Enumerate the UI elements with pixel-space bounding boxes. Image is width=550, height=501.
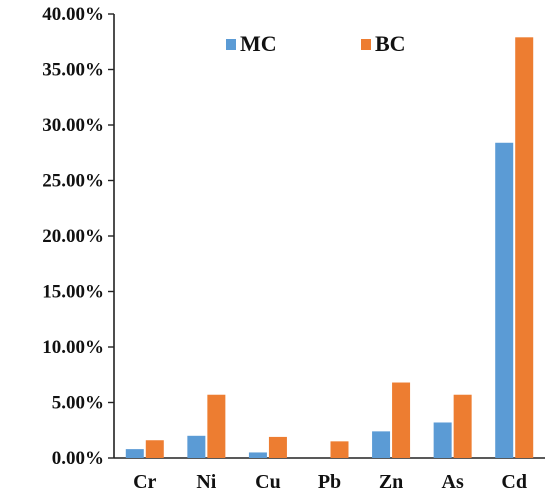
bar-mc-as (433, 422, 452, 458)
legend-swatch-mc (226, 39, 236, 50)
axes (113, 14, 545, 459)
x-tick-label: Cr (133, 471, 156, 493)
bar-bc-as (453, 394, 472, 458)
y-tick-label: 35.00% (42, 60, 104, 81)
legend-swatch-bc (361, 39, 371, 50)
bar-mc-zn (372, 431, 391, 458)
bar-bc-pb (330, 441, 349, 458)
y-tick-label: 5.00% (52, 393, 104, 414)
y-tick-label: 0.00% (52, 448, 104, 469)
y-tick-label: 10.00% (42, 337, 104, 358)
x-tick-label: As (442, 471, 464, 493)
bar-bc-cu (268, 436, 287, 458)
x-tick-label: Cd (501, 471, 527, 493)
legend: MC BC (226, 31, 406, 56)
y-tick-label: 30.00% (42, 115, 104, 136)
bar-mc-ni (187, 435, 206, 458)
bar-mc-cd (495, 142, 514, 458)
y-tick-label: 25.00% (42, 171, 104, 192)
y-tick-label: 20.00% (42, 226, 104, 247)
bar-bc-ni (207, 394, 226, 458)
bar-mc-cu (248, 452, 267, 458)
x-tick-label: Ni (196, 471, 216, 493)
y-axis-ticks: 0.00% 5.00% 10.00% 15.00% 20.00% 25.00% 30.00%… (42, 4, 114, 469)
x-axis-labels: Cr Ni Cu Pb Zn As Cd (133, 471, 527, 493)
legend-label-bc: BC (375, 31, 406, 56)
bars (125, 37, 534, 459)
bar-bc-cd (515, 37, 534, 459)
bar-mc-cr (125, 449, 144, 458)
y-tick-label: 40.00% (42, 4, 104, 25)
x-tick-label: Pb (318, 471, 341, 493)
y-tick-label: 15.00% (42, 282, 104, 303)
x-tick-label: Zn (379, 471, 403, 493)
x-tick-label: Cu (255, 471, 281, 493)
bar-bc-zn (392, 382, 411, 458)
legend-label-mc: MC (240, 31, 277, 56)
bar-bc-cr (145, 440, 164, 458)
